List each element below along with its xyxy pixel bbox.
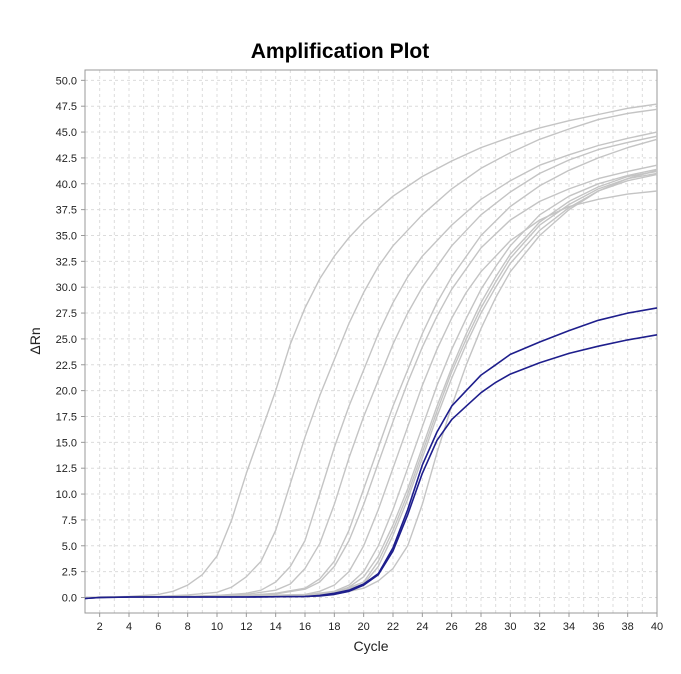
series-line-5 <box>84 164 658 599</box>
y-tick-label: 17.5 <box>56 411 77 423</box>
x-tick-label: 36 <box>592 621 604 633</box>
x-tick-label: 40 <box>651 621 663 633</box>
series-line-6 <box>84 190 658 599</box>
y-tick-label: 0.0 <box>62 592 77 604</box>
x-tick-label: 6 <box>155 621 161 633</box>
series-line-3 <box>84 135 658 599</box>
x-tick-label: 22 <box>387 621 399 633</box>
y-tick-label: 2.5 <box>62 567 77 579</box>
y-tick-label: 30.0 <box>56 282 77 294</box>
series-line-1 <box>84 108 658 599</box>
chart-title: Amplification Plot <box>251 40 430 63</box>
y-tick-label: 50.0 <box>56 75 77 87</box>
x-tick-label: 8 <box>185 621 191 633</box>
x-tick-label: 32 <box>534 621 546 633</box>
x-tick-label: 28 <box>475 621 487 633</box>
series-line-2 <box>84 131 658 599</box>
series-line-0 <box>84 103 658 599</box>
y-tick-label: 27.5 <box>56 308 77 320</box>
x-tick-label: 14 <box>270 621 282 633</box>
y-tick-label: 12.5 <box>56 463 77 475</box>
x-tick-label: 12 <box>240 621 252 633</box>
series-line-10 <box>84 173 658 599</box>
series-group <box>84 103 658 600</box>
y-tick-label: 15.0 <box>56 437 77 449</box>
x-tick-label: 18 <box>328 621 340 633</box>
y-tick-label: 47.5 <box>56 101 77 113</box>
y-axis: 0.0 2.5 5.0 7.5 10.0 12.5 15.0 17.5 20.0 22.5 25.0… <box>56 75 85 604</box>
y-tick-label: 40.0 <box>56 179 77 191</box>
y-tick-label: 35.0 <box>56 230 77 242</box>
x-tick-label: 2 <box>97 621 103 633</box>
series-line-7 <box>84 168 658 599</box>
plot-area <box>84 69 658 614</box>
grid <box>85 70 658 613</box>
y-tick-label: 42.5 <box>56 153 77 165</box>
y-tick-label: 10.0 <box>56 489 77 501</box>
x-axis: 2 4 6 8 10 12 14 16 18 20 22 24 26 28 30 32 34 36 38 40 <box>97 613 663 633</box>
y-tick-label: 7.5 <box>62 515 77 527</box>
series-line-9 <box>84 172 658 599</box>
x-tick-label: 16 <box>299 621 311 633</box>
x-tick-label: 20 <box>358 621 370 633</box>
series-line-11 <box>84 169 658 599</box>
x-tick-label: 30 <box>504 621 516 633</box>
y-tick-label: 45.0 <box>56 127 77 139</box>
y-tick-label: 37.5 <box>56 205 77 217</box>
highlighted-series-line-13 <box>84 334 658 600</box>
x-tick-label: 26 <box>446 621 458 633</box>
x-tick-label: 4 <box>126 621 132 633</box>
x-axis-label: Cycle <box>353 638 388 654</box>
y-axis-label: ΔRn <box>27 327 43 354</box>
y-tick-label: 5.0 <box>62 541 77 553</box>
x-tick-label: 24 <box>416 621 428 633</box>
y-tick-label: 20.0 <box>56 386 77 398</box>
y-tick-label: 22.5 <box>56 360 77 372</box>
x-tick-label: 34 <box>563 621 575 633</box>
y-tick-label: 32.5 <box>56 256 77 268</box>
x-tick-label: 10 <box>211 621 223 633</box>
x-tick-label: 38 <box>622 621 634 633</box>
y-tick-label: 25.0 <box>56 334 77 346</box>
